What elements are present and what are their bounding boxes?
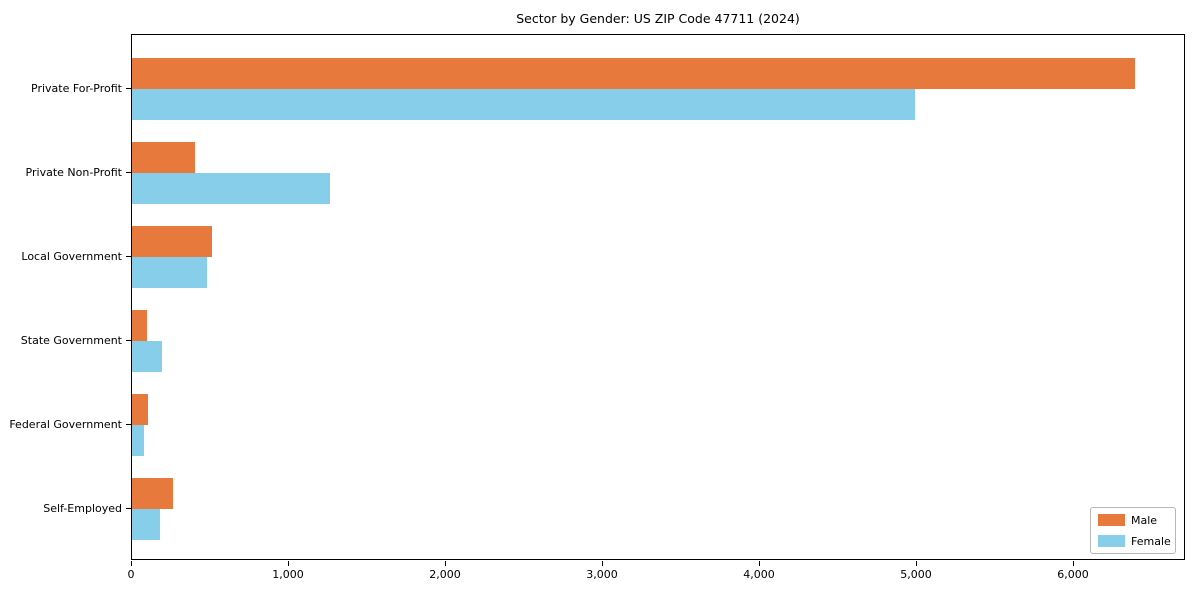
legend-label-male: Male (1131, 513, 1158, 527)
y-tick-mark (126, 508, 131, 509)
x-tick-label: 4,000 (743, 568, 775, 581)
y-tick-mark (126, 172, 131, 173)
x-tick-label: 3,000 (586, 568, 618, 581)
bar-female-private-for-profit (132, 89, 916, 120)
bar-male-state-government (132, 310, 147, 341)
y-tick-label-private-non-profit: Private Non-Profit (25, 166, 122, 179)
y-tick-label-state-government: State Government (20, 334, 122, 347)
y-tick-mark (126, 424, 131, 425)
plot-area (131, 34, 1185, 560)
x-tick-mark (131, 561, 132, 566)
x-tick-label: 1,000 (272, 568, 304, 581)
bar-male-local-government (132, 226, 213, 257)
bar-female-self-employed (132, 509, 161, 540)
legend-item-male: Male (1098, 514, 1168, 526)
x-tick-mark (916, 561, 918, 566)
bar-male-federal-government (132, 394, 148, 425)
x-tick-mark (759, 561, 761, 566)
legend: Male Female (1090, 507, 1176, 554)
bar-male-private-non-profit (132, 142, 195, 173)
y-tick-mark (126, 256, 131, 257)
female-series-swatch (1098, 535, 1125, 547)
x-tick-mark (288, 561, 289, 566)
x-tick-mark (1073, 561, 1075, 566)
x-tick-mark (445, 561, 447, 566)
legend-item-female: Female (1098, 534, 1171, 548)
male-series-swatch (1098, 514, 1125, 526)
y-tick-label-private-for-profit: Private For-Profit (31, 82, 122, 95)
x-tick-label: 5,000 (900, 568, 932, 581)
bar-female-local-government (132, 257, 208, 288)
x-tick-label: 0 (127, 568, 135, 581)
x-tick-label: 2,000 (429, 568, 461, 581)
chart-title: Sector by Gender: US ZIP Code 47711 (202… (516, 11, 800, 26)
y-tick-mark (126, 88, 131, 89)
legend-label-female: Female (1131, 534, 1171, 548)
bar-male-self-employed (132, 478, 173, 509)
bar-female-private-non-profit (132, 173, 330, 204)
y-tick-mark (126, 340, 131, 341)
y-tick-label-self-employed: Self-Employed (43, 502, 122, 515)
x-tick-label: 6,000 (1057, 568, 1089, 581)
y-tick-label-local-government: Local Government (21, 250, 122, 263)
x-tick-mark (602, 561, 604, 566)
bar-male-private-for-profit (132, 58, 1136, 89)
bar-female-federal-government (132, 425, 144, 456)
bar-female-state-government (132, 341, 162, 372)
y-tick-label-federal-government: Federal Government (9, 418, 122, 431)
